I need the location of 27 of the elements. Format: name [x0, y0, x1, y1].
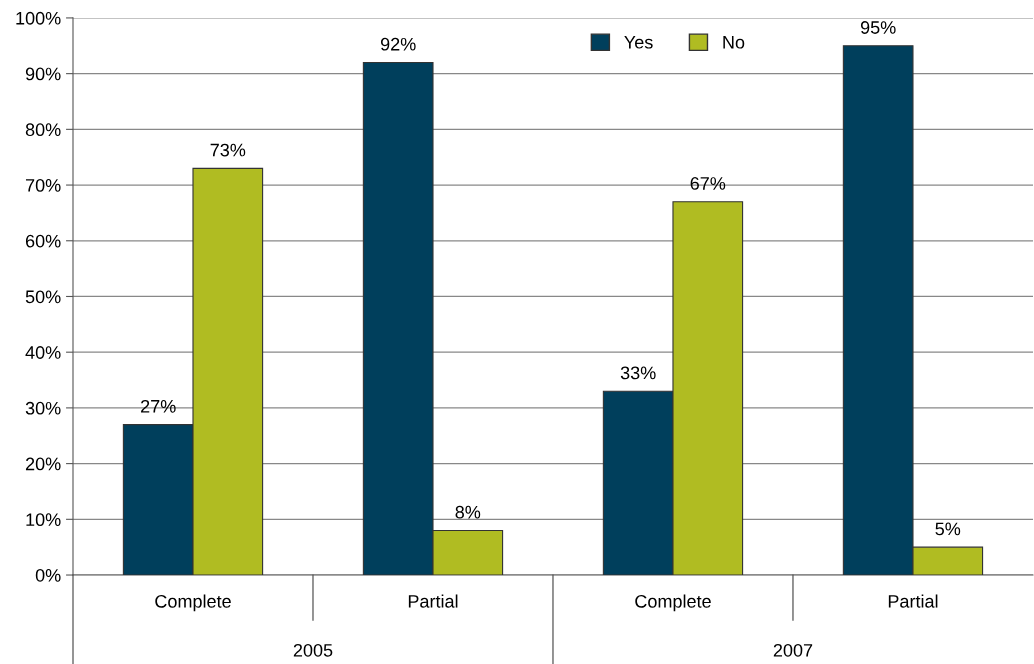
data-label: 33% [620, 366, 656, 380]
data-label: 67% [690, 177, 726, 190]
x-tick-label: Complete [635, 594, 711, 612]
data-label: 95% [860, 21, 896, 34]
y-tick-label: 0% [35, 568, 61, 582]
data-label: 5% [935, 522, 961, 536]
text: 2005 [293, 643, 333, 657]
legend-label: No [723, 36, 745, 49]
data-label: 92% [380, 37, 416, 51]
y-tick-label: 100% [16, 11, 61, 25]
x-tick-label: Partial [408, 594, 458, 608]
data-label: 8% [455, 505, 481, 519]
x-tick-label: Complete [155, 594, 231, 612]
y-tick-label: 90% [25, 67, 61, 81]
legend-label: Yes [624, 36, 653, 49]
data-label: 73% [210, 143, 246, 157]
y-tick-label: 20% [25, 457, 61, 471]
y-tick-label: 40% [25, 346, 61, 359]
y-tick-label: 80% [25, 123, 61, 137]
data-label: 27% [141, 399, 176, 413]
y-tick-label: 30% [25, 401, 61, 415]
y-tick-label: 70% [25, 178, 61, 192]
text: 2007 [773, 643, 813, 657]
y-tick-label: 60% [25, 234, 61, 248]
y-tick-label: 10% [26, 513, 61, 527]
x-tick-label: Partial [888, 594, 938, 608]
y-tick-label: 50% [25, 290, 61, 304]
